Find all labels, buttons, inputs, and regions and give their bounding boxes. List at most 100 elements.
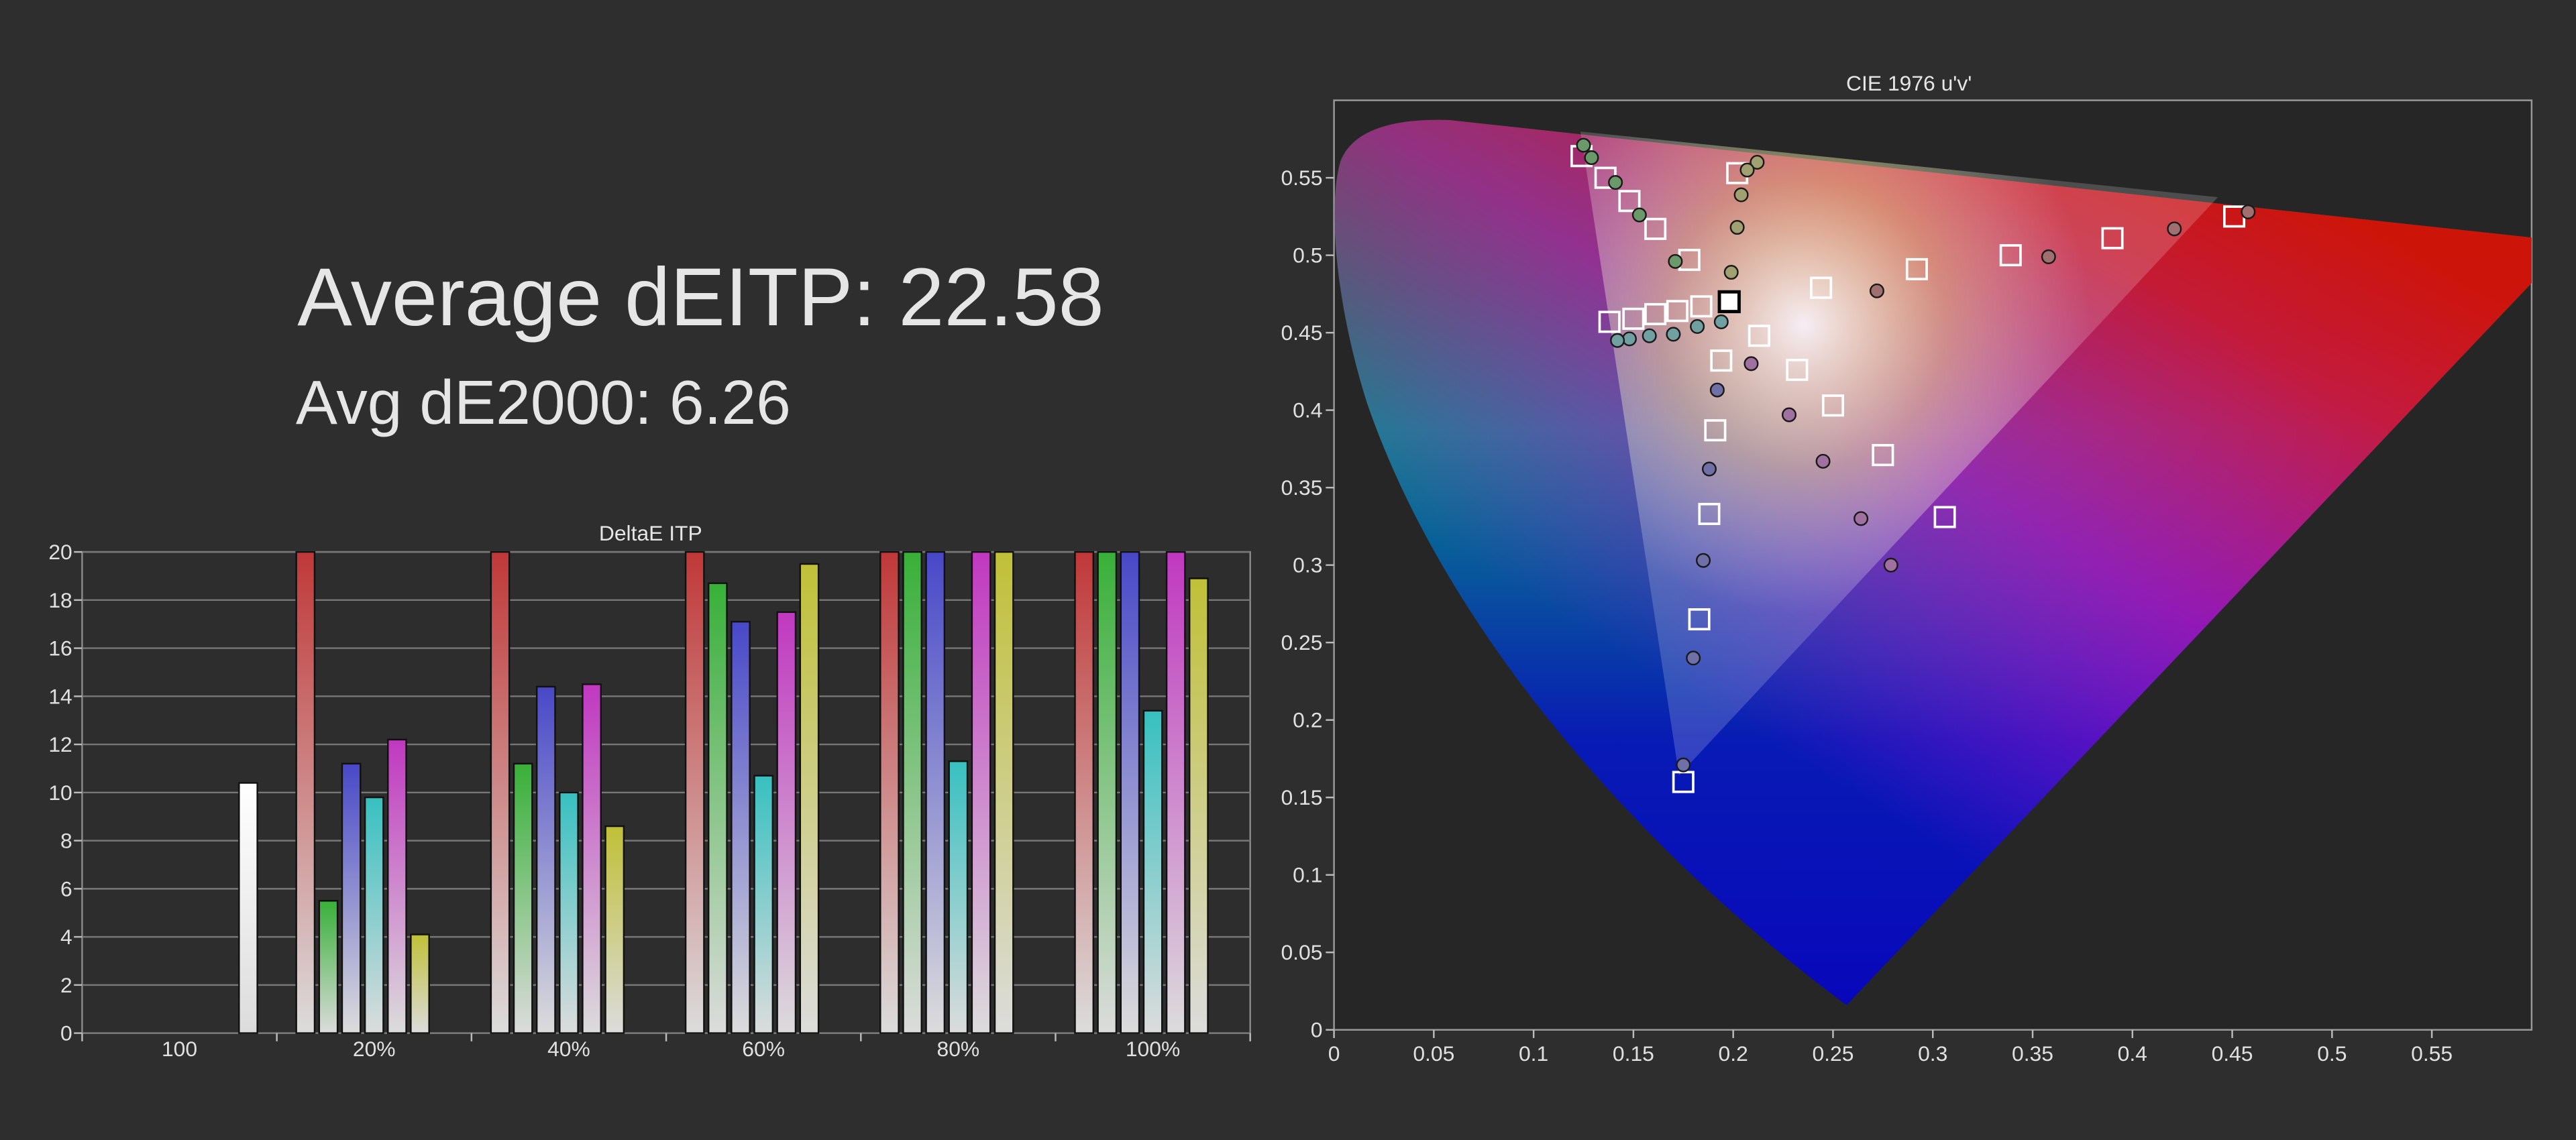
y-tick-label: 0.15 — [1281, 785, 1322, 809]
y-tick-label: 14 — [48, 684, 72, 708]
bar — [684, 551, 705, 1034]
bar — [1188, 577, 1209, 1034]
target-marker — [1999, 244, 2022, 267]
target-marker — [1710, 349, 1733, 372]
measured-marker — [1690, 319, 1705, 334]
bar — [994, 551, 1014, 1034]
bar — [1165, 551, 1186, 1034]
y-tick-label: 0.5 — [1293, 243, 1322, 268]
y-tick-label: 0 — [1311, 1018, 1323, 1042]
bar — [238, 782, 258, 1034]
x-tick-label: 100% — [1126, 1037, 1180, 1061]
bar — [318, 900, 339, 1034]
target-marker — [1810, 276, 1833, 299]
measured-marker — [1709, 382, 1725, 398]
x-tick-label: 60% — [742, 1037, 785, 1061]
bar — [879, 551, 900, 1034]
x-tick-label: 20% — [353, 1037, 396, 1061]
bar — [1120, 551, 1140, 1034]
bar — [1097, 551, 1118, 1034]
bar — [1142, 709, 1163, 1034]
bar — [295, 551, 316, 1034]
y-tick-label: 0.55 — [1281, 166, 1322, 190]
target-marker — [1690, 295, 1713, 318]
target-marker — [1598, 310, 1621, 333]
y-tick-label: 0.1 — [1293, 863, 1322, 887]
measured-marker — [1743, 356, 1759, 372]
bar — [753, 775, 774, 1034]
bar — [410, 933, 430, 1034]
bar — [535, 685, 556, 1034]
x-tick-label: 0.05 — [1413, 1041, 1454, 1066]
measured-marker — [1621, 331, 1637, 347]
measured-marker — [1610, 333, 1625, 348]
measured-marker — [2241, 204, 2256, 219]
measured-marker — [1701, 461, 1717, 477]
bar — [604, 825, 625, 1034]
x-tick-label: 80% — [937, 1037, 980, 1061]
target-marker — [1618, 190, 1641, 213]
target-marker — [1698, 502, 1721, 525]
measured-marker — [1676, 757, 1691, 773]
x-tick-label: 0.1 — [1519, 1041, 1548, 1066]
y-tick-label: 0.2 — [1293, 708, 1322, 732]
target-marker — [1688, 608, 1711, 631]
measured-marker — [1668, 253, 1683, 269]
y-tick-label: 16 — [48, 636, 72, 661]
bar — [902, 551, 922, 1034]
measured-marker — [1869, 283, 1884, 298]
average-deitp: Average dEITP: 22.58 — [297, 251, 1104, 343]
measured-marker — [2041, 249, 2056, 264]
target-marker — [1872, 444, 1894, 467]
target-marker — [1644, 217, 1667, 240]
y-tick-label: 2 — [60, 973, 72, 997]
target-marker — [2101, 227, 2124, 249]
bar — [971, 551, 991, 1034]
y-tick-label: 0.3 — [1293, 553, 1322, 577]
measured-marker — [1576, 137, 1591, 153]
measured-marker — [1686, 650, 1701, 666]
measured-marker — [1666, 327, 1681, 342]
y-tick-label: 12 — [48, 732, 72, 756]
measured-marker — [1631, 207, 1647, 223]
measured-marker — [1584, 150, 1599, 166]
bar — [799, 563, 820, 1034]
measured-marker — [1883, 557, 1898, 573]
x-tick-label: 0.2 — [1719, 1041, 1748, 1066]
measured-marker — [1781, 407, 1797, 422]
measured-marker — [1729, 220, 1745, 235]
target-marker — [1666, 300, 1688, 323]
average-de2000: Avg dE2000: 6.26 — [296, 367, 791, 437]
y-tick-label: 0.4 — [1293, 398, 1322, 422]
target-marker — [1717, 290, 1741, 314]
target-marker — [1821, 394, 1844, 417]
bar — [925, 551, 946, 1034]
measured-marker — [1642, 328, 1657, 343]
measured-marker — [1696, 553, 1711, 568]
y-tick-label: 20 — [48, 540, 72, 564]
bar — [948, 760, 969, 1034]
cie-chart-title: CIE 1976 u'v' — [1846, 71, 1972, 95]
bar-chart-title: DeltaE ITP — [599, 521, 702, 545]
bar — [341, 762, 362, 1034]
x-tick-label: 0.3 — [1918, 1041, 1947, 1066]
measured-marker — [2167, 221, 2182, 237]
y-tick-label: 0.05 — [1281, 940, 1322, 964]
bar — [707, 582, 728, 1034]
measured-marker — [1713, 314, 1729, 329]
y-tick-label: 10 — [48, 781, 72, 805]
bar — [582, 683, 602, 1034]
y-tick-label: 0.45 — [1281, 321, 1322, 345]
y-tick-label: 6 — [60, 876, 72, 901]
measured-marker — [1608, 175, 1623, 190]
measured-marker — [1815, 453, 1831, 469]
bar — [364, 796, 384, 1034]
measured-marker — [1854, 511, 1869, 526]
bar — [731, 620, 751, 1034]
target-marker — [1704, 419, 1727, 442]
target-marker — [1786, 359, 1809, 382]
x-tick-label: 0.5 — [2317, 1041, 2347, 1066]
x-tick-label: 0.45 — [2212, 1041, 2253, 1066]
target-marker — [1933, 506, 1956, 528]
